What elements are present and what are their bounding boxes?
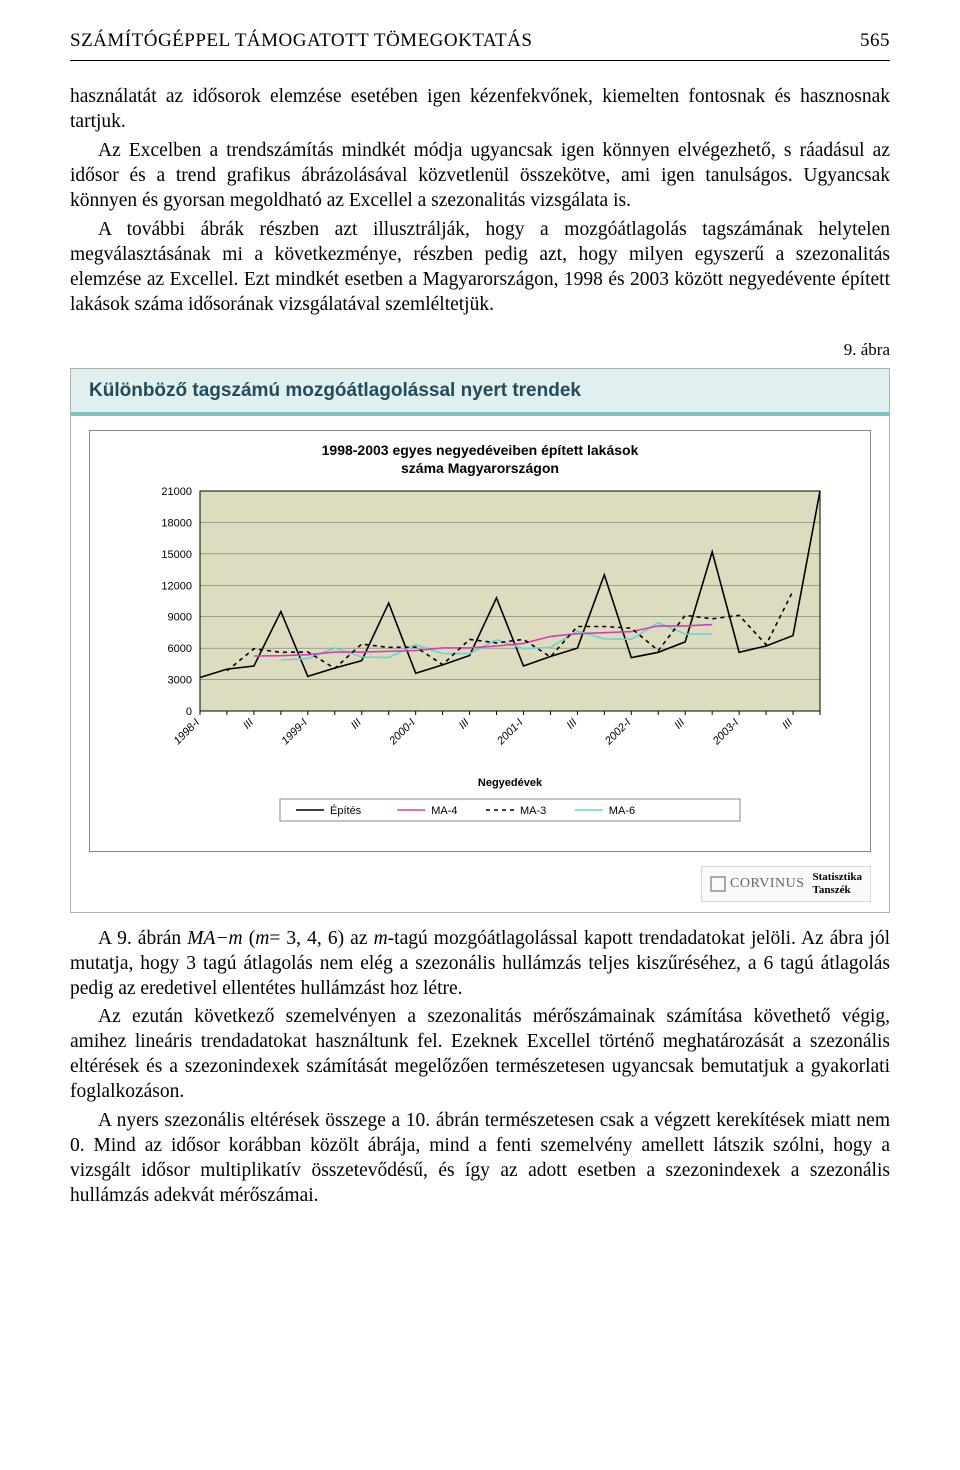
corvinus-row: CORVINUS Statisztika Tanszék xyxy=(71,862,889,911)
running-header: SZÁMÍTÓGÉPPEL TÁMOGATOTT TÖMEGOKTATÁS 56… xyxy=(70,30,890,52)
header-rule xyxy=(70,60,890,61)
math-m1: m xyxy=(229,928,243,949)
paragraph-6: A nyers szezonális eltérések összege a 1… xyxy=(70,1109,890,1209)
y-tick-label: 0 xyxy=(186,706,192,718)
p4a: A 9. ábrán xyxy=(98,928,187,949)
page: SZÁMÍTÓGÉPPEL TÁMOGATOTT TÖMEGOKTATÁS 56… xyxy=(0,0,960,1253)
running-head-text: SZÁMÍTÓGÉPPEL TÁMOGATOTT TÖMEGOKTATÁS xyxy=(70,30,532,52)
figure-9: Különböző tagszámú mozgóátlagolással nye… xyxy=(70,368,890,913)
x-tick-label: III xyxy=(780,717,795,732)
x-tick-label: 2002-I xyxy=(602,717,633,748)
legend-label: MA-6 xyxy=(609,805,635,817)
legend-label: MA-3 xyxy=(520,805,546,817)
figure-title-bar: Különböző tagszámú mozgóátlagolással nye… xyxy=(71,369,889,417)
x-tick-label: III xyxy=(672,717,687,732)
p4c: = 3, 4, 6) az xyxy=(269,928,373,949)
chart-title-l1: 1998-2003 egyes negyedéveiben épített la… xyxy=(322,442,639,458)
corvinus-dept: Statisztika Tanszék xyxy=(813,871,863,896)
x-tick-label: 2001-I xyxy=(494,717,525,748)
paragraph-2: Az Excelben a trendszámítás mindkét módj… xyxy=(70,139,890,214)
y-tick-label: 6000 xyxy=(168,643,192,655)
p4b: ( xyxy=(243,928,256,949)
paragraph-1: használatát az idősorok elemzése esetébe… xyxy=(70,85,890,135)
corvinus-brand: CORVINUS xyxy=(730,876,804,892)
y-tick-label: 18000 xyxy=(161,518,192,530)
x-tick-label: 2003-I xyxy=(710,717,741,748)
page-number: 565 xyxy=(860,30,890,52)
legend-label: Építés xyxy=(330,804,362,817)
y-tick-label: 21000 xyxy=(161,486,192,498)
x-tick-label: III xyxy=(565,717,580,732)
y-tick-label: 9000 xyxy=(168,612,192,624)
math-m3: m xyxy=(374,928,388,949)
legend-label: MA-4 xyxy=(431,805,457,817)
corvinus-mark: CORVINUS Statisztika Tanszék xyxy=(701,866,871,901)
x-axis-label: Negyedévek xyxy=(478,777,543,789)
chart-title-l2: száma Magyarországon xyxy=(401,460,559,476)
paragraph-3: A további ábrák részben azt illusztráljá… xyxy=(70,218,890,318)
x-tick-label: 2000-I xyxy=(387,717,418,748)
x-tick-label: 1998-I xyxy=(172,717,203,748)
y-tick-label: 12000 xyxy=(161,581,192,593)
math-minus: − xyxy=(215,928,228,949)
x-tick-label: III xyxy=(457,717,472,732)
y-tick-label: 15000 xyxy=(161,549,192,561)
paragraph-5: Az ezután következő szemelvényen a szezo… xyxy=(70,1005,890,1105)
figure-label: 9. ábra xyxy=(70,340,890,360)
paragraph-4: A 9. ábrán MA−m (m= 3, 4, 6) az m-tagú m… xyxy=(70,927,890,1002)
corvinus-bracket-icon xyxy=(710,876,726,892)
math-m2: m xyxy=(255,928,269,949)
plot-bg xyxy=(200,491,820,711)
x-tick-label: III xyxy=(241,717,256,732)
x-tick-label: 1999-I xyxy=(279,717,310,748)
corvinus-logo: CORVINUS xyxy=(710,876,804,892)
math-MA: MA xyxy=(187,928,215,949)
corvinus-dept-l1: Statisztika xyxy=(813,871,863,883)
y-tick-label: 3000 xyxy=(168,675,192,687)
figure-slide-title: Különböző tagszámú mozgóátlagolással nye… xyxy=(89,380,581,401)
chart-box: 1998-2003 egyes negyedéveiben épített la… xyxy=(89,430,871,852)
chart-container: 1998-2003 egyes negyedéveiben épített la… xyxy=(71,416,889,862)
x-tick-label: III xyxy=(349,717,364,732)
corvinus-dept-l2: Tanszék xyxy=(813,884,851,896)
chart-svg: 1998-2003 egyes negyedéveiben épített la… xyxy=(120,431,840,851)
